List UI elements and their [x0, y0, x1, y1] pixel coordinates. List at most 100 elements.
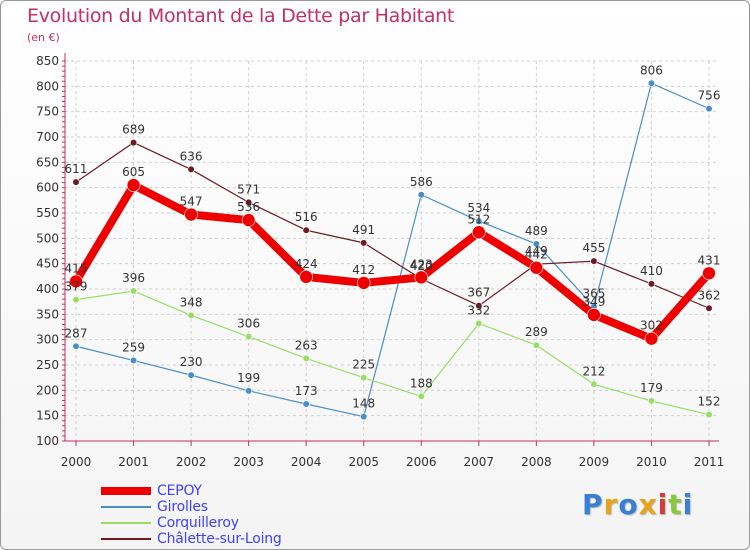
y-tick-label: 650: [36, 155, 59, 169]
y-tick-label: 800: [36, 79, 59, 93]
data-label: 611: [65, 162, 88, 176]
data-point: [414, 270, 429, 285]
logo-letter: o: [618, 488, 639, 521]
x-tick-label: 2001: [118, 455, 149, 469]
data-label: 148: [352, 397, 375, 411]
data-point: [417, 191, 425, 199]
x-tick-label: 2009: [579, 455, 610, 469]
data-label: 152: [698, 395, 721, 409]
data-point: [360, 413, 368, 421]
data-point: [302, 226, 310, 234]
x-tick-label: 2010: [636, 455, 667, 469]
data-label: 306: [237, 317, 260, 331]
data-label: 396: [122, 271, 145, 285]
legend-item: Girolles: [101, 499, 282, 515]
data-label: 367: [467, 286, 490, 300]
data-label: 689: [122, 123, 145, 137]
data-point: [705, 411, 713, 419]
data-point: [475, 319, 483, 328]
data-point: [245, 387, 253, 395]
data-label: 230: [180, 355, 203, 369]
y-tick-label: 200: [36, 383, 59, 397]
data-label: 259: [122, 340, 145, 354]
data-point: [187, 311, 195, 319]
y-tick-label: 150: [36, 409, 59, 423]
data-label: 605: [122, 165, 145, 179]
series-line: [75, 82, 710, 418]
data-point: [472, 225, 486, 240]
logo-letter: t: [668, 488, 683, 521]
data-label: 173: [295, 384, 318, 398]
legend-swatch: [101, 487, 151, 495]
data-label: 188: [410, 376, 433, 390]
data-label: 212: [582, 364, 605, 378]
data-point: [72, 342, 80, 350]
data-point: [184, 207, 198, 222]
data-point: [705, 304, 713, 312]
series-line: [75, 290, 710, 416]
data-label: 423: [410, 257, 433, 271]
data-point: [647, 79, 656, 87]
x-tick-label: 2008: [521, 455, 552, 469]
data-label: 348: [180, 295, 203, 309]
logo-letter: i: [657, 488, 669, 521]
data-point: [644, 331, 659, 346]
legend-swatch: [101, 522, 151, 524]
data-label: 636: [180, 149, 203, 163]
data-point: [705, 105, 713, 113]
data-label: 534: [467, 201, 490, 215]
legend-swatch: [101, 538, 151, 540]
data-point: [72, 178, 80, 186]
x-tick-label: 2004: [291, 455, 322, 469]
y-tick-label: 350: [36, 307, 59, 321]
legend-label: Corquilleroy: [157, 515, 239, 531]
data-label: 449: [525, 244, 548, 258]
data-point: [129, 138, 138, 147]
data-point: [529, 260, 544, 275]
data-label: 516: [295, 210, 318, 224]
y-tick-label: 850: [36, 54, 59, 68]
logo-letter: i: [682, 488, 694, 521]
chart-title: Evolution du Montant de la Dette par Hab…: [27, 5, 455, 27]
data-point: [532, 341, 540, 349]
data-label: 756: [698, 89, 721, 103]
data-point: [129, 356, 138, 365]
data-label: 410: [640, 264, 663, 278]
data-point: [360, 239, 368, 247]
data-point: [702, 266, 716, 281]
legend-swatch: [101, 506, 151, 508]
y-tick-label: 400: [36, 282, 59, 296]
data-point: [126, 178, 141, 192]
y-tick-label: 550: [36, 206, 59, 220]
data-point: [417, 392, 425, 401]
data-label: 415: [65, 261, 88, 275]
series-line: [75, 141, 710, 309]
data-point: [69, 274, 83, 289]
x-tick-label: 2000: [61, 455, 92, 469]
data-point: [245, 198, 253, 206]
data-label: 489: [525, 224, 548, 238]
data-point: [360, 374, 368, 382]
data-point: [241, 213, 256, 227]
data-point: [475, 217, 483, 225]
data-point: [72, 296, 80, 304]
data-label: 263: [295, 338, 318, 352]
data-label: 289: [525, 325, 548, 339]
data-label: 362: [698, 288, 721, 302]
x-tick-label: 2003: [233, 455, 264, 469]
data-point: [590, 257, 598, 265]
data-label: 332: [467, 303, 490, 317]
data-point: [129, 287, 138, 295]
data-point: [299, 270, 313, 284]
y-tick-label: 300: [36, 333, 59, 347]
x-tick-label: 2006: [406, 455, 437, 469]
legend-item: Châlette-sur-Loing: [101, 531, 282, 547]
data-label: 199: [237, 371, 260, 385]
data-label: 179: [640, 381, 663, 395]
y-tick-label: 450: [36, 257, 59, 271]
data-point: [245, 333, 253, 341]
data-label: 571: [237, 182, 260, 196]
unit-label: (en €): [27, 31, 60, 44]
